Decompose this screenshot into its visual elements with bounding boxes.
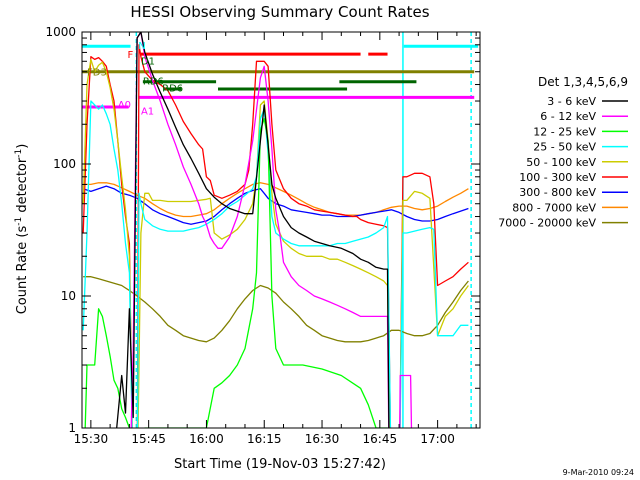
series-line-2: [84, 118, 389, 428]
chart-title: HESSI Observing Summary Count Rates: [130, 3, 429, 21]
flag-label-1: N: [138, 41, 145, 52]
series-line-8: [83, 276, 469, 343]
legend-label-1: 6 - 12 keV: [540, 110, 596, 123]
y-tick-label-3: 1000: [45, 25, 76, 39]
legend-label-2: 12 - 25 keV: [533, 125, 596, 138]
legend-label-7: 800 - 7000 keV: [512, 201, 596, 214]
y-axis-label: Count Rate (s-1 detector-1): [14, 144, 30, 315]
y-axis-label-sup1: -1: [14, 217, 24, 226]
legend-label-6: 300 - 800 keV: [519, 186, 596, 199]
x-tick-label-1: 15:45: [131, 432, 166, 446]
legend-title: Det 1,3,4,5,6,9: [538, 75, 628, 89]
date-stamp: 9-Mar-2010 09:24: [563, 468, 634, 477]
y-tick-label-1: 10: [61, 289, 76, 303]
series-line-7: [83, 182, 469, 218]
y-axis-label-end: ): [15, 144, 30, 149]
legend-label-0: 3 - 6 keV: [547, 95, 596, 108]
legend-label-8: 7000 - 20000 keV: [498, 217, 596, 230]
series-line-1: [130, 32, 413, 428]
plot-frame: [81, 31, 481, 429]
flag-label-5: A0: [118, 100, 131, 111]
x-tick-label-2: 16:00: [189, 432, 224, 446]
y-tick-label-0: 1: [68, 421, 76, 435]
flag-label-3: RD6: [143, 76, 164, 87]
y-axis-label-main: Count Rate (s: [15, 226, 30, 315]
flag-label-0: F: [127, 50, 133, 61]
legend: Det 1,3,4,5,6,9 3 - 6 keV 6 - 12 keV 12 - …: [498, 75, 628, 230]
flag-label-2: FD3: [87, 68, 107, 79]
x-axis-label: Start Time (19-Nov-03 15:27:42): [174, 457, 386, 472]
y-axis-label-mid: detector: [15, 157, 30, 217]
axes: 15:30 15:45 16:00 16:15 16:30 16:45 17:00 1 10 10…: [45, 25, 480, 446]
x-tick-label-0: 15:30: [74, 432, 109, 446]
series-line-4: [82, 58, 469, 428]
flag-label-4: RD6: [162, 83, 183, 94]
legend-label-5: 100 - 300 keV: [519, 171, 596, 184]
legend-label-3: 25 - 50 keV: [533, 141, 596, 154]
x-tick-label-5: 16:45: [363, 432, 398, 446]
x-tick-label-4: 16:30: [305, 432, 340, 446]
y-axis-label-sup2: -1: [14, 149, 24, 158]
x-tick-label-6: 17:00: [420, 432, 455, 446]
series-line-3: [82, 100, 469, 428]
x-tick-label-3: 16:15: [247, 432, 282, 446]
y-tick-label-2: 100: [53, 157, 76, 171]
flag-label-7: D1: [141, 56, 155, 67]
legend-label-4: 50 - 100 keV: [526, 156, 596, 169]
flag-label-6: A1: [141, 106, 154, 117]
series-line-0: [116, 32, 390, 428]
